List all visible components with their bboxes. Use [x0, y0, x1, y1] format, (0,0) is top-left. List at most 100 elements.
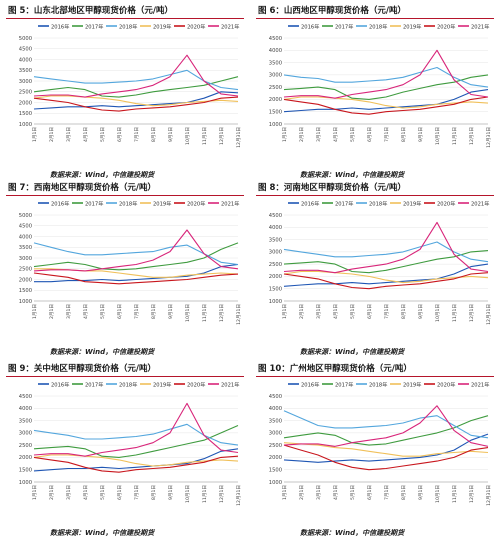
legend-label: 2017年 — [335, 200, 353, 208]
x-tick-label: 1月1日 — [32, 127, 38, 142]
chart-panel-7: 图 7：西南地区甲醇现货价格（元/吨） 2016年 2017年 2018年 2019年… — [4, 181, 246, 362]
y-tick-label: 4500 — [269, 36, 282, 42]
x-tick-label: 2月1日 — [299, 485, 305, 500]
x-tick-label: 1月1日 — [282, 485, 288, 500]
legend-label: 2021年 — [221, 23, 239, 31]
x-tick-label: 6月1日 — [117, 127, 123, 142]
x-tick-label: 4月1日 — [83, 485, 89, 500]
line-chart: 2016年 2017年 2018年 2019年 2020年 2021年 1000 1500 20… — [269, 200, 492, 325]
x-tick-label: 2月1日 — [49, 127, 55, 142]
y-tick-label: 4500 — [19, 224, 32, 230]
x-tick-label: 5月1日 — [100, 304, 106, 319]
x-tick-label: 7月1日 — [134, 304, 140, 319]
y-tick-label: 1000 — [19, 480, 32, 486]
y-tick-label: 4500 — [19, 394, 32, 400]
x-tick-label: 3月1日 — [316, 304, 322, 319]
data-source-note: 数据来源：Wind，中信建投期货 — [50, 171, 155, 179]
series-line — [283, 410, 489, 439]
x-tick-label: 1月1日 — [32, 485, 38, 500]
x-tick-label: 5月1日 — [100, 485, 106, 500]
x-tick-label: 8月1日 — [151, 304, 157, 319]
legend-label: 2021年 — [471, 381, 489, 389]
y-tick-label: 3500 — [19, 418, 32, 424]
chart-panel-5: 图 5：山东北部地区甲醇现货价格（元/吨） 2016年 2017年 2018年 201… — [4, 4, 246, 185]
y-tick-label: 3500 — [269, 60, 282, 66]
y-tick-label: 1000 — [19, 299, 32, 305]
x-tick-label: 6月1日 — [367, 127, 373, 142]
legend-label: 2019年 — [403, 23, 421, 31]
series-line — [283, 221, 489, 274]
x-tick-label: 1月1日 — [32, 304, 38, 319]
y-tick-label: 3000 — [19, 431, 32, 437]
series-line — [283, 442, 489, 457]
chart-title: 图 9：关中地区甲醇现货价格（元/吨） — [8, 364, 156, 374]
x-tick-label: 6月1日 — [367, 485, 373, 500]
legend-label: 2016年 — [301, 23, 319, 31]
x-tick-label: 7月1日 — [384, 304, 390, 319]
legend-label: 2017年 — [85, 200, 103, 208]
y-tick-label: 4000 — [19, 234, 32, 240]
x-tick-label: 7月1日 — [134, 127, 140, 142]
x-tick-label: 4月1日 — [333, 304, 339, 319]
line-chart: 2016年 2017年 2018年 2019年 2020年 2021年 1000 1500 20… — [19, 381, 242, 506]
legend-label: 2020年 — [187, 200, 205, 208]
y-tick-label: 2000 — [19, 100, 32, 106]
x-tick-label: 6月1日 — [117, 485, 123, 500]
x-tick-label: 12月1日 — [219, 485, 225, 503]
title-divider — [256, 18, 494, 19]
y-tick-label: 2500 — [19, 267, 32, 273]
series-line — [33, 242, 239, 271]
series-line — [283, 415, 489, 446]
series-line — [33, 76, 239, 98]
y-tick-label: 1500 — [269, 468, 282, 474]
series-line — [283, 272, 489, 290]
x-tick-label: 3月1日 — [66, 304, 72, 319]
legend-label: 2021年 — [471, 200, 489, 208]
x-tick-label: 8月1日 — [401, 304, 407, 319]
y-tick-label: 1000 — [19, 122, 32, 128]
series-line — [283, 66, 489, 88]
y-tick-label: 2000 — [19, 455, 32, 461]
chart-title: 图 10：广州地区甲醇现货价格（元/吨） — [258, 364, 412, 374]
y-tick-label: 1500 — [19, 288, 32, 294]
series-line — [283, 49, 489, 99]
y-tick-label: 2500 — [269, 262, 282, 268]
series-line — [283, 241, 489, 263]
series-line — [283, 433, 489, 463]
legend-label: 2016年 — [51, 23, 69, 31]
y-tick-label: 4000 — [19, 57, 32, 63]
legend-label: 2020年 — [437, 381, 455, 389]
x-tick-label: 11月1日 — [202, 485, 208, 503]
y-tick-label: 1500 — [269, 287, 282, 293]
series-line — [33, 272, 239, 285]
y-tick-label: 3000 — [269, 73, 282, 79]
legend-label: 2018年 — [369, 200, 387, 208]
series-line — [283, 96, 489, 109]
legend-label: 2020年 — [187, 23, 205, 31]
legend-label: 2021年 — [221, 381, 239, 389]
chart-panel-9: 图 9：关中地区甲醇现货价格（元/吨） 2016年 2017年 2018年 2019年… — [4, 362, 246, 543]
y-tick-label: 3500 — [19, 68, 32, 74]
data-source-note: 数据来源：Wind，中信建投期货 — [50, 348, 155, 356]
legend-label: 2018年 — [119, 23, 137, 31]
y-tick-label: 4000 — [269, 48, 282, 54]
x-tick-label: 5月1日 — [100, 127, 106, 142]
x-tick-label: 10月1日 — [435, 485, 441, 503]
x-tick-label: 3月1日 — [316, 127, 322, 142]
data-source-note: 数据来源：Wind，中信建投期货 — [300, 348, 405, 356]
x-tick-label: 12月31日 — [236, 127, 242, 148]
y-tick-label: 3500 — [19, 245, 32, 251]
legend-label: 2018年 — [119, 200, 137, 208]
x-tick-label: 12月31日 — [486, 127, 492, 148]
legend-label: 2021年 — [471, 23, 489, 31]
y-tick-label: 1000 — [269, 122, 282, 128]
chart-title: 图 5：山东北部地区甲醇现货价格（元/吨） — [8, 6, 173, 16]
legend-label: 2019年 — [153, 23, 171, 31]
y-tick-label: 3500 — [269, 418, 282, 424]
x-tick-label: 11月1日 — [202, 127, 208, 145]
x-tick-label: 11月1日 — [452, 304, 458, 322]
series-line — [33, 95, 239, 107]
y-tick-label: 4500 — [269, 213, 282, 219]
x-tick-label: 12月1日 — [469, 127, 475, 145]
x-tick-label: 2月1日 — [49, 485, 55, 500]
